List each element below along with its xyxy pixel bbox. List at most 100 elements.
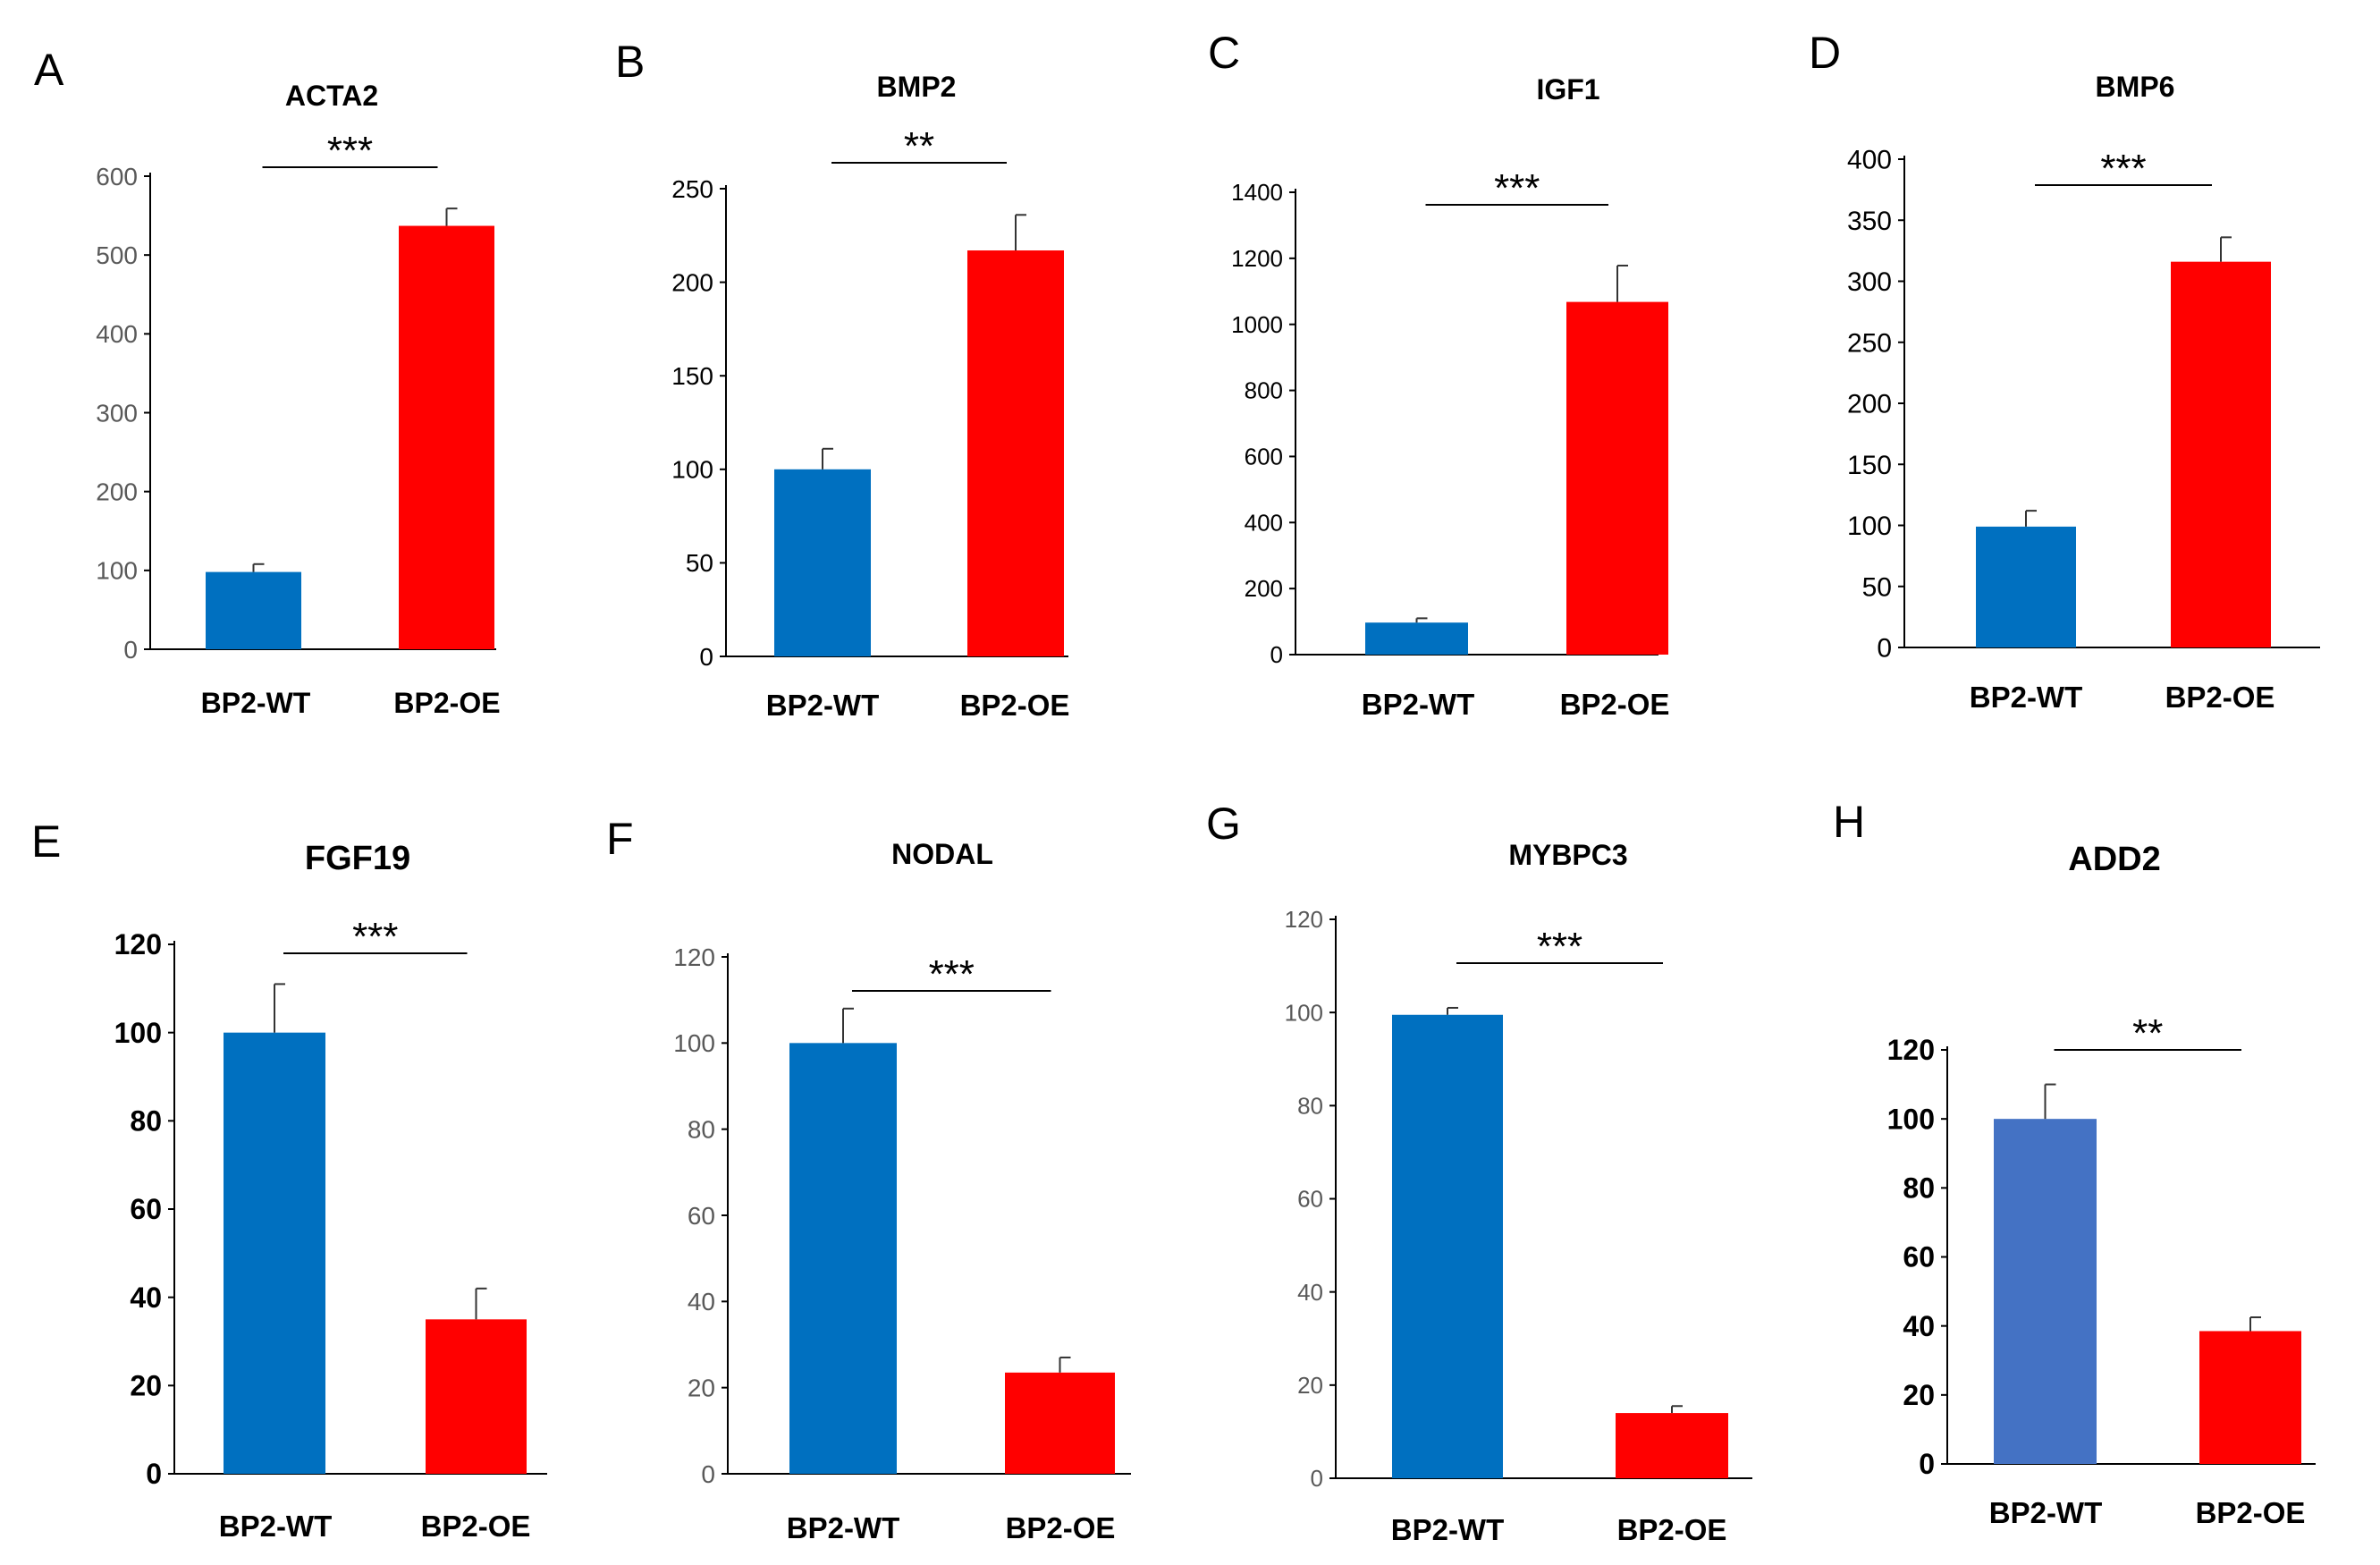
chart-panel-g: G MYBPC3 0 20 40 60 80 100 120 BP2-WT BP2-OE *** — [1206, 799, 1752, 1546]
chart-title: IGF1 — [1536, 73, 1599, 106]
significance-marker: *** — [327, 129, 373, 173]
y-tick-label: 0 — [1270, 641, 1283, 668]
bar-bp2-oe — [1005, 1372, 1115, 1474]
significance-marker: *** — [929, 952, 975, 996]
y-tick-label: 80 — [1297, 1092, 1323, 1119]
y-tick-label: 0 — [146, 1458, 162, 1490]
bar-bp2-oe — [2171, 261, 2271, 647]
y-tick-label: 40 — [1903, 1310, 1935, 1342]
y-tick-label: 0 — [1311, 1465, 1323, 1492]
y-tick-label: 100 — [114, 1017, 162, 1049]
y-tick-label: 120 — [114, 928, 162, 960]
y-tick-label: 20 — [130, 1370, 162, 1402]
y-tick-label: 100 — [673, 1029, 715, 1057]
bar-bp2-wt — [1365, 622, 1468, 655]
y-tick-label: 100 — [1887, 1103, 1935, 1135]
y-tick-label: 120 — [1285, 906, 1323, 933]
x-category-label: BP2-OE — [393, 687, 500, 719]
x-category-label: BP2-WT — [201, 687, 311, 719]
y-tick-label: 0 — [699, 643, 713, 671]
y-tick-label: 50 — [1862, 572, 1892, 602]
x-category-label: BP2-OE — [2196, 1496, 2306, 1529]
y-tick-label: 600 — [96, 163, 138, 190]
x-category-label: BP2-OE — [1617, 1513, 1727, 1546]
y-tick-label: 120 — [1887, 1034, 1935, 1066]
chart-title: FGF19 — [305, 840, 410, 877]
panel-letter: B — [615, 37, 645, 87]
y-tick-label: 300 — [1847, 267, 1892, 297]
significance-marker: ** — [904, 124, 934, 168]
x-category-label: BP2-WT — [1362, 688, 1475, 721]
bar-bp2-oe — [967, 250, 1064, 656]
y-tick-label: 400 — [96, 320, 138, 348]
x-category-label: BP2-WT — [1989, 1496, 2103, 1529]
panel-letter: G — [1206, 799, 1241, 849]
chart-panel-f: F NODAL 0 20 40 60 80 100 120 BP2-WT BP2-OE *** — [606, 814, 1131, 1544]
chart-title: ADD2 — [2068, 841, 2160, 878]
chart-panel-a: A ACTA2 0 100 200 300 400 500 600 BP2-WT BP2-OE *** — [34, 45, 501, 719]
y-tick-label: 200 — [1847, 390, 1892, 419]
bar-bp2-wt — [224, 1032, 325, 1474]
y-tick-label: 500 — [96, 241, 138, 269]
bar-bp2-oe — [426, 1319, 527, 1474]
panel-letter: D — [1809, 28, 1841, 78]
significance-marker: *** — [2100, 147, 2146, 190]
significance-marker: *** — [352, 915, 398, 959]
y-tick-label: 0 — [1919, 1448, 1935, 1480]
bar-bp2-wt — [774, 469, 871, 656]
panel-letter: H — [1833, 797, 1865, 847]
panel-letter: E — [31, 816, 61, 867]
y-tick-label: 100 — [96, 557, 138, 585]
x-category-label: BP2-OE — [1006, 1511, 1116, 1544]
y-tick-label: 60 — [1903, 1241, 1935, 1273]
chart-title: MYBPC3 — [1508, 839, 1627, 871]
y-tick-label: 150 — [671, 362, 713, 390]
y-tick-label: 250 — [671, 175, 713, 203]
y-tick-label: 150 — [1847, 451, 1892, 480]
significance-marker: ** — [2132, 1011, 2163, 1055]
y-tick-label: 300 — [96, 399, 138, 427]
bar-bp2-oe — [1566, 301, 1668, 655]
significance-marker: *** — [1537, 925, 1582, 969]
bar-bp2-oe — [399, 225, 494, 650]
y-tick-label: 0 — [123, 636, 138, 664]
chart-title: BMP2 — [877, 71, 957, 103]
chart-title: NODAL — [891, 838, 993, 870]
y-tick-label: 100 — [671, 456, 713, 484]
y-tick-label: 40 — [688, 1288, 715, 1315]
x-category-label: BP2-WT — [766, 689, 880, 722]
y-tick-label: 40 — [130, 1282, 162, 1314]
bar-bp2-wt — [1994, 1119, 2097, 1464]
x-category-label: BP2-OE — [2165, 681, 2275, 714]
y-tick-label: 0 — [701, 1460, 715, 1488]
panel-letter: A — [34, 45, 64, 95]
y-tick-label: 60 — [688, 1202, 715, 1230]
y-tick-label: 350 — [1847, 207, 1892, 236]
y-tick-label: 60 — [130, 1193, 162, 1225]
chart-panel-e: E FGF19 0 20 40 60 80 100 120 BP2-WT BP2-OE *** — [31, 816, 547, 1543]
bar-bp2-oe — [2199, 1331, 2301, 1464]
x-category-label: BP2-OE — [1560, 688, 1670, 721]
y-tick-label: 400 — [1245, 509, 1283, 536]
y-tick-label: 50 — [686, 549, 713, 577]
y-tick-label: 1200 — [1231, 245, 1283, 272]
x-category-label: BP2-OE — [960, 689, 1070, 722]
x-category-label: BP2-WT — [1970, 681, 2083, 714]
y-tick-label: 40 — [1297, 1279, 1323, 1306]
y-tick-label: 80 — [130, 1105, 162, 1138]
y-tick-label: 600 — [1245, 444, 1283, 470]
x-category-label: BP2-WT — [1391, 1513, 1505, 1546]
chart-title: BMP6 — [2096, 71, 2175, 103]
y-tick-label: 120 — [673, 943, 715, 971]
x-category-label: BP2-WT — [219, 1510, 333, 1543]
significance-marker: *** — [1494, 166, 1540, 210]
y-tick-label: 0 — [1877, 634, 1892, 664]
y-tick-label: 200 — [671, 268, 713, 296]
y-tick-label: 20 — [688, 1374, 715, 1401]
y-tick-label: 100 — [1847, 512, 1892, 541]
bar-bp2-wt — [1392, 1014, 1503, 1478]
y-tick-label: 20 — [1297, 1372, 1323, 1399]
panel-letter: F — [606, 814, 634, 864]
y-tick-label: 400 — [1847, 146, 1892, 175]
